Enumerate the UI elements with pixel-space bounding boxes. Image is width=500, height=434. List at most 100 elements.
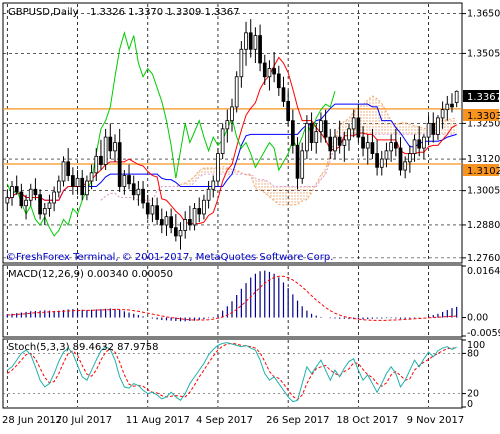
candle-bear [393, 142, 398, 149]
candle-bear [417, 139, 422, 149]
candle-bull [436, 117, 440, 135]
level-upper-label: 1.3303 [467, 111, 500, 122]
candle-bear [309, 122, 314, 144]
y-tick-label: 1.3650 [467, 9, 500, 20]
candle-bull [85, 180, 89, 196]
candle-bear [188, 219, 192, 226]
candle-bear [356, 117, 361, 138]
candle-bear [38, 194, 42, 215]
candle-bear [169, 216, 174, 229]
y-axis-labels: 1.3650 1.3505 1.3250 1.3120 1.3005 1.2880 1.27… [462, 9, 500, 410]
candle-bull [94, 155, 99, 174]
candle-bear [131, 183, 136, 196]
macd-panel-frame [2, 264, 463, 338]
candle-bull [408, 153, 412, 163]
candle-bull [150, 205, 155, 215]
stoch-y-tick-label: 80 [467, 348, 479, 359]
ohlc-values: 1.3326 1.3370 1.3309 1.3367 [90, 7, 240, 18]
candle-bull [61, 161, 66, 182]
macd-y-tick-label: -0.0059 [467, 328, 500, 339]
candle-bear [398, 147, 403, 171]
level-lower-badge [463, 164, 499, 176]
candle-bear [108, 136, 113, 152]
stoch-main-line [7, 342, 457, 403]
candle-bull [202, 199, 206, 215]
candle-bear [173, 227, 178, 237]
x-tick-label: 20 Jul 2017 [56, 415, 113, 426]
candle-bull [230, 106, 234, 122]
candle-bull [28, 188, 33, 201]
candle-bull [445, 103, 450, 111]
candle-bear [248, 32, 253, 50]
stoch-y-tick-label: 0 [467, 399, 473, 410]
candles [5, 19, 459, 250]
candle-bear [66, 161, 71, 176]
candle-bull [183, 219, 188, 231]
candle-bull [225, 120, 230, 130]
candle-bear [117, 142, 122, 187]
candle-bull [347, 128, 351, 141]
candle-bear [197, 208, 202, 215]
candle-bull [113, 142, 117, 152]
candle-bear [295, 144, 300, 179]
candle-bear [290, 120, 295, 146]
candle-bear [258, 35, 262, 64]
candle-bear [33, 188, 38, 196]
candle-bear [80, 177, 85, 196]
candle-bear [328, 136, 333, 152]
candle-bear [262, 62, 267, 78]
candle-bull [422, 136, 426, 149]
candle-bull [244, 32, 248, 50]
candle-bull [305, 122, 309, 152]
x-tick-label: 28 Jun 2017 [2, 415, 62, 426]
candle-bull [384, 150, 389, 160]
candle-bull [403, 161, 408, 171]
candle-bull [267, 68, 272, 78]
candle-bull [89, 172, 94, 182]
y-tick-label: 1.3120 [467, 154, 500, 165]
macd-y-tick-label: 0.01647 [467, 266, 500, 277]
candle-bull [211, 180, 216, 190]
macd-title: MACD(12,26,9) 0.00340 0.00050 [8, 269, 173, 280]
candle-bull [216, 153, 220, 182]
y-tick-label: 1.3250 [467, 118, 500, 129]
candle-bull [365, 142, 370, 149]
candle-bull [5, 197, 10, 204]
candle-bear [71, 175, 75, 187]
level-upper-badge [463, 109, 499, 121]
stoch-y-tick-label: 20 [467, 389, 479, 400]
candle-bull [440, 109, 445, 119]
stoch-panel-frame [2, 338, 463, 409]
candle-bear [281, 87, 286, 102]
candle-bear [99, 155, 103, 165]
x-tick-label: 11 Aug 2017 [126, 415, 190, 426]
last-price-label: 1.3367 [467, 92, 500, 103]
candle-bear [286, 101, 291, 122]
x-tick-label: 26 Sep 2017 [266, 415, 329, 426]
copyright-text: ©FreshForex Terminal, © 2001-2017, MetaQ… [6, 252, 333, 263]
candle-bear [272, 68, 276, 75]
macd-signal-line [7, 275, 457, 321]
x-tick-label: 18 Oct 2017 [336, 415, 398, 426]
candle-bull [253, 35, 258, 50]
candle-bull [206, 188, 211, 201]
candle-bull [178, 230, 183, 237]
candle-bull [122, 175, 127, 187]
candle-bull [379, 158, 384, 168]
last-price-badge [463, 90, 499, 102]
candle-bull [412, 139, 417, 154]
candle-bull [300, 150, 305, 179]
senkou-span-a [100, 95, 457, 206]
stoch-y-tick-label: 100 [467, 340, 485, 351]
y-tick-label: 1.3505 [467, 48, 500, 59]
candle-bear [14, 186, 19, 193]
candle-bull [42, 208, 47, 215]
macd-plot [6, 270, 458, 322]
chikou-span [6, 30, 336, 237]
candle-bull [103, 136, 108, 165]
candle-bear [145, 202, 150, 215]
candle-bull [239, 48, 244, 78]
candle-bull [342, 139, 347, 146]
candle-bull [351, 117, 356, 130]
